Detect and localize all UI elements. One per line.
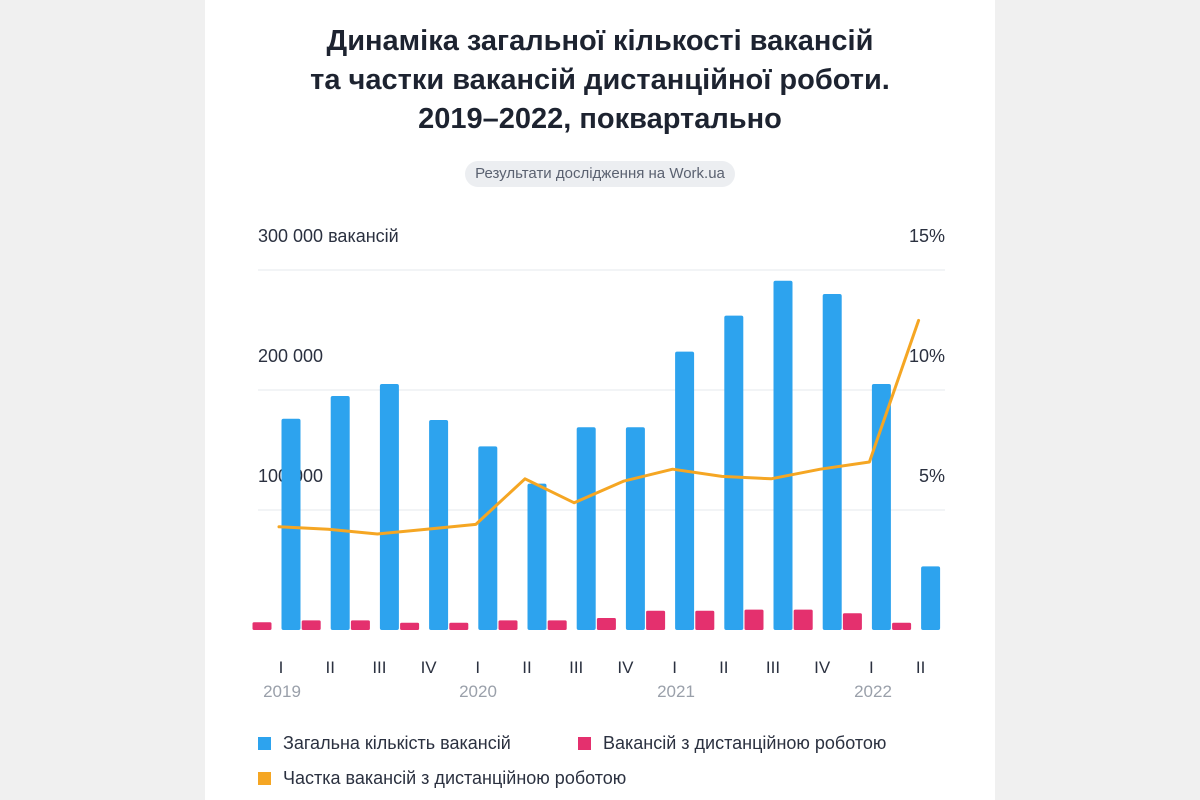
year-label: 2022	[854, 682, 892, 701]
left-axis-label: 200 000	[258, 346, 323, 366]
title-line-1: Динаміка загальної кількості вакансій	[326, 25, 874, 57]
bar-total	[429, 420, 449, 630]
bar-remote	[547, 620, 567, 630]
year-label: 2021	[657, 682, 695, 701]
x-tick-label: III	[372, 658, 386, 677]
bar-remote	[793, 609, 813, 630]
year-label: 2019	[263, 682, 301, 701]
legend-swatch-share	[258, 772, 271, 785]
bar-remote	[498, 620, 518, 630]
bar-remote	[400, 622, 420, 630]
bar-total	[527, 483, 547, 630]
legend-swatch-remote	[578, 737, 591, 750]
bar-total	[576, 427, 596, 630]
bar-total	[379, 384, 399, 630]
x-tick-label: III	[766, 658, 780, 677]
bar-total	[773, 280, 793, 630]
legend-item-share: Частка вакансій з дистанційною роботою	[258, 768, 626, 789]
source-badge: Результати дослідження на Work.ua	[465, 161, 735, 187]
year-label: 2020	[459, 682, 497, 701]
bar-remote	[252, 622, 272, 630]
x-tick-label: I	[869, 658, 874, 677]
bar-remote	[695, 610, 715, 630]
legend-label-total: Загальна кількість вакансій	[283, 733, 511, 753]
bar-remote	[842, 613, 862, 630]
bar-total	[281, 418, 301, 630]
chart-title: Динаміка загальної кількості вакансій та…	[205, 22, 995, 139]
x-tick-label: I	[279, 658, 284, 677]
bar-total	[871, 384, 891, 630]
bar-remote	[596, 618, 616, 630]
title-line-2: та частки вакансій дистанційної роботи.	[310, 64, 890, 96]
bar-remote	[449, 622, 469, 630]
bar-total	[330, 396, 350, 630]
bar-total	[921, 566, 941, 630]
bar-remote	[350, 620, 370, 630]
title-line-3: 2019–2022, поквартально	[418, 103, 782, 135]
legend-label-remote: Вакансій з дистанційною роботою	[603, 733, 887, 753]
bar-total	[724, 315, 744, 630]
bar-total	[822, 294, 842, 630]
x-tick-label: I	[475, 658, 480, 677]
left-axis-label: 300 000 вакансій	[258, 226, 399, 246]
legend-item-total: Загальна кількість вакансій	[258, 733, 511, 754]
bar-total	[675, 351, 695, 630]
bar-remote	[301, 620, 321, 630]
x-tick-label: II	[325, 658, 334, 677]
x-tick-label: II	[916, 658, 925, 677]
x-tick-label: II	[522, 658, 531, 677]
legend-item-remote: Вакансій з дистанційною роботою	[578, 733, 886, 754]
x-tick-label: IV	[814, 658, 831, 677]
x-tick-label: I	[672, 658, 677, 677]
x-tick-label: IV	[617, 658, 634, 677]
right-axis-label: 5%	[919, 466, 945, 486]
bar-total	[478, 446, 498, 630]
bar-remote	[646, 610, 666, 630]
bar-remote	[744, 609, 764, 630]
bar-remote	[892, 622, 912, 630]
x-tick-label: II	[719, 658, 728, 677]
bar-total	[625, 427, 645, 630]
legend-swatch-total	[258, 737, 271, 750]
x-tick-label: III	[569, 658, 583, 677]
right-axis-label: 10%	[909, 346, 945, 366]
share-line	[277, 318, 921, 536]
x-tick-label: IV	[421, 658, 438, 677]
right-axis-label: 15%	[909, 226, 945, 246]
legend-label-share: Частка вакансій з дистанційною роботою	[283, 768, 627, 788]
